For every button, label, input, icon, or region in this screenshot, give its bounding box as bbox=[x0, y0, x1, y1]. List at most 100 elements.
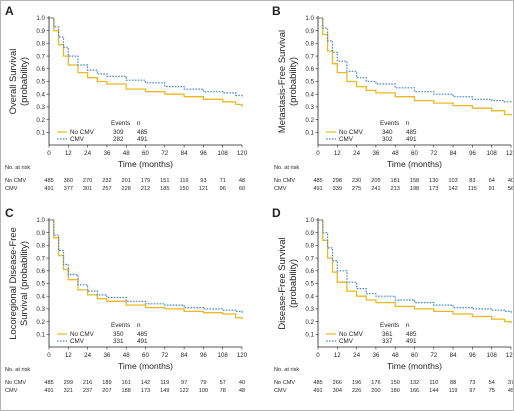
legend-n-d: 491 bbox=[406, 338, 417, 345]
x-tick-label-c: 36 bbox=[103, 352, 110, 359]
y-tick-label-a: 0.2 bbox=[36, 117, 45, 124]
risk-table-title-d: No. at risk bbox=[274, 367, 299, 373]
risk-value-b: 230 bbox=[352, 178, 361, 184]
y-tick-label-b: 0.8 bbox=[305, 41, 314, 48]
x-tick-label-c: 12 bbox=[65, 352, 72, 359]
risk-value-d: 485 bbox=[313, 380, 322, 386]
risk-value-c: 57 bbox=[220, 380, 226, 386]
legend-n-c: 491 bbox=[137, 338, 148, 345]
legend-n-a: 491 bbox=[137, 136, 148, 143]
risk-value-b: 339 bbox=[333, 186, 342, 192]
risk-value-a: 185 bbox=[160, 186, 169, 192]
risk-value-b: 205 bbox=[371, 178, 380, 184]
risk-value-b: 298 bbox=[333, 178, 342, 184]
x-tick-label-d: 48 bbox=[392, 352, 399, 359]
legend-label-b: CMV bbox=[339, 136, 354, 143]
risk-value-a: 257 bbox=[102, 186, 111, 192]
legend-n-c: 485 bbox=[137, 331, 148, 338]
x-tick-label-a: 24 bbox=[84, 150, 91, 157]
legend-n-b: 491 bbox=[406, 136, 417, 143]
series-no-cmv-a bbox=[49, 17, 243, 107]
series-no-cmv-c bbox=[49, 219, 243, 320]
x-tick-label-c: 96 bbox=[200, 352, 207, 359]
risk-value-b: 485 bbox=[313, 178, 322, 184]
panel-letter-d: D bbox=[272, 206, 281, 220]
x-tick-label-d: 36 bbox=[372, 352, 379, 359]
risk-row-label-c: No CMV bbox=[5, 380, 26, 386]
risk-value-c: 48 bbox=[239, 388, 245, 394]
risk-value-d: 226 bbox=[352, 388, 361, 394]
x-tick-label-c: 24 bbox=[84, 352, 91, 359]
risk-value-d: 200 bbox=[371, 388, 380, 394]
panel-letter-b: B bbox=[272, 4, 281, 18]
x-axis-title-d: Time (months) bbox=[387, 361, 442, 371]
risk-value-c: 100 bbox=[199, 388, 208, 394]
risk-value-d: 54 bbox=[489, 380, 495, 386]
y-tick-label-c: 0.7 bbox=[36, 255, 45, 262]
x-tick-label-b: 36 bbox=[372, 150, 379, 157]
series-cmv-d bbox=[318, 219, 512, 313]
risk-value-c: 237 bbox=[83, 388, 92, 394]
x-tick-label-b: 84 bbox=[450, 150, 457, 157]
legend-header-events-d: Events bbox=[380, 322, 399, 329]
y-tick-label-c: 0.3 bbox=[36, 306, 45, 313]
y-tick-label-b: 0.3 bbox=[305, 104, 314, 111]
x-tick-label-c: 108 bbox=[218, 352, 229, 359]
risk-value-a: 232 bbox=[102, 178, 111, 184]
risk-value-a: 360 bbox=[64, 178, 73, 184]
y-axis-title-line: Survival (probability) bbox=[18, 241, 29, 326]
y-axis-title-line: Overall Survival bbox=[7, 49, 18, 115]
risk-value-d: 97 bbox=[469, 388, 475, 394]
risk-value-d: 150 bbox=[391, 380, 400, 386]
risk-value-c: 97 bbox=[181, 380, 187, 386]
risk-value-d: 491 bbox=[313, 388, 322, 394]
risk-value-a: 119 bbox=[180, 178, 189, 184]
risk-table-title-b: No. at risk bbox=[274, 165, 299, 171]
y-tick-label-d: 0.9 bbox=[305, 230, 314, 237]
risk-value-a: 201 bbox=[122, 178, 131, 184]
risk-value-d: 166 bbox=[410, 388, 419, 394]
x-axis-title-b: Time (months) bbox=[387, 159, 442, 169]
x-tick-label-c: 84 bbox=[181, 352, 188, 359]
risk-value-c: 149 bbox=[160, 388, 169, 394]
y-axis-title-line: Disease-Free Survival bbox=[276, 237, 287, 329]
risk-value-b: 198 bbox=[410, 186, 419, 192]
risk-value-b: 56 bbox=[508, 186, 513, 192]
y-tick-label-c: 0.4 bbox=[36, 293, 45, 300]
x-tick-label-c: 0 bbox=[47, 352, 51, 359]
y-tick-label-d: 0.2 bbox=[305, 319, 314, 326]
series-cmv-c bbox=[49, 219, 243, 313]
risk-value-a: 96 bbox=[220, 186, 226, 192]
risk-value-d: 266 bbox=[333, 380, 342, 386]
y-axis-title-line: (probability) bbox=[287, 259, 298, 308]
x-tick-label-d: 72 bbox=[430, 352, 437, 359]
y-tick-label-c: 0.8 bbox=[36, 243, 45, 250]
y-axis-title-line: Metastasis-Free Survival bbox=[276, 30, 287, 133]
y-tick-label-b: 0.9 bbox=[305, 28, 314, 35]
x-tick-label-b: 60 bbox=[411, 150, 418, 157]
risk-value-b: 142 bbox=[448, 186, 457, 192]
x-tick-label-d: 60 bbox=[411, 352, 418, 359]
y-axis-title-line: Locoregional Disease-Free bbox=[7, 227, 18, 340]
x-tick-label-a: 72 bbox=[161, 150, 168, 157]
x-tick-label-b: 24 bbox=[353, 150, 360, 157]
risk-value-d: 144 bbox=[429, 388, 438, 394]
x-axis-title-a: Time (months) bbox=[118, 159, 173, 169]
x-tick-label-d: 120 bbox=[506, 352, 513, 359]
risk-value-a: 150 bbox=[179, 186, 188, 192]
legend-events-c: 350 bbox=[113, 331, 124, 338]
risk-value-d: 176 bbox=[371, 380, 380, 386]
risk-value-b: 158 bbox=[410, 178, 419, 184]
risk-value-c: 321 bbox=[64, 388, 73, 394]
y-axis-title-c: Locoregional Disease-FreeSurvival (proba… bbox=[7, 227, 29, 340]
risk-value-c: 189 bbox=[102, 380, 111, 386]
risk-value-c: 299 bbox=[64, 380, 73, 386]
x-tick-label-b: 120 bbox=[506, 150, 513, 157]
risk-value-d: 88 bbox=[450, 380, 456, 386]
risk-value-b: 64 bbox=[489, 178, 495, 184]
risk-value-c: 216 bbox=[83, 380, 92, 386]
risk-value-b: 115 bbox=[468, 186, 477, 192]
x-tick-label-d: 24 bbox=[353, 352, 360, 359]
